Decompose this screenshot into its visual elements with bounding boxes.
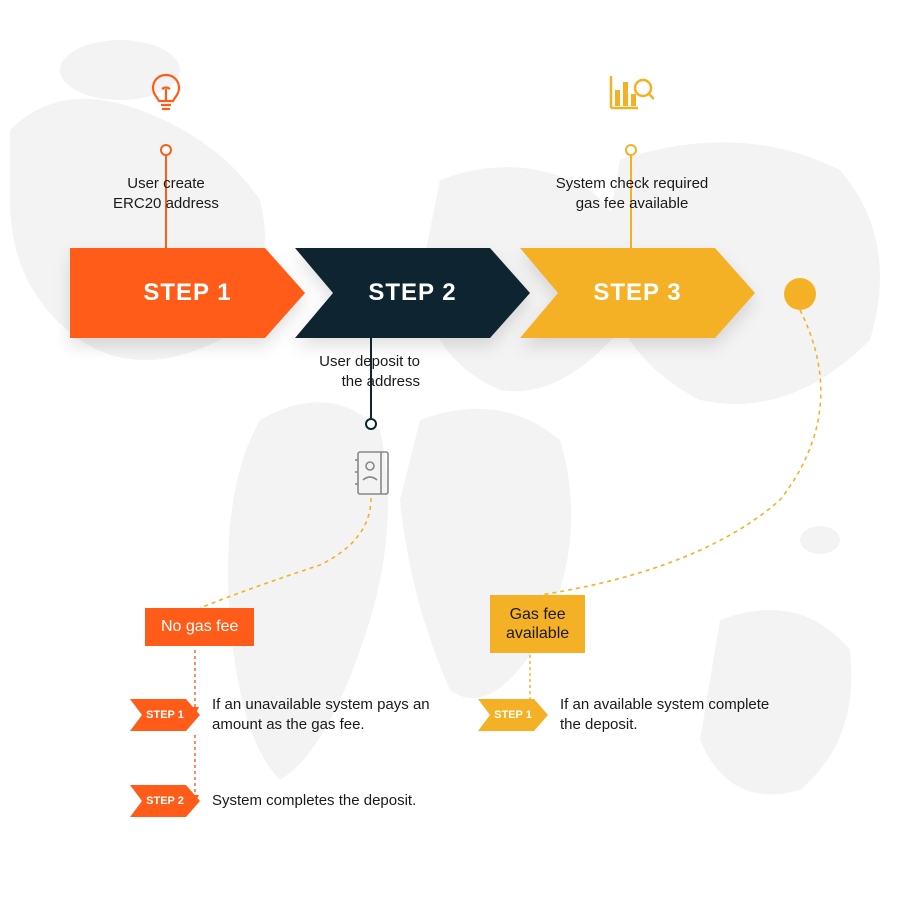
gas-available-step1-text: If an available system complete the depo… bbox=[560, 695, 790, 736]
step1-arrow: STEP 1 bbox=[70, 248, 305, 338]
step2-description: User deposit to the address bbox=[280, 352, 420, 391]
step1-description: User create ERC20 address bbox=[96, 174, 236, 213]
chart-search-icon bbox=[608, 72, 654, 117]
step3-arrow: STEP 3 bbox=[520, 248, 755, 338]
world-map-background bbox=[0, 0, 910, 907]
step3-description: System check required gas fee available bbox=[522, 174, 742, 213]
addressbook-icon bbox=[353, 450, 393, 501]
lightbulb-icon bbox=[148, 72, 184, 121]
branch-curves bbox=[0, 0, 910, 907]
no-gas-step2-text: System completes the deposit. bbox=[212, 791, 416, 811]
branch-origin-circle bbox=[784, 278, 816, 310]
no-gas-step1: STEP 1 If an unavailable system pays an … bbox=[130, 695, 442, 736]
no-gas-step1-text: If an unavailable system pays an amount … bbox=[212, 695, 442, 736]
gas-available-step1: STEP 1 If an available system complete t… bbox=[478, 695, 790, 736]
no-gas-fee-box: No gas fee bbox=[145, 608, 254, 646]
gas-fee-available-box: Gas fee available bbox=[490, 595, 585, 653]
step2-arrow: STEP 2 bbox=[295, 248, 530, 338]
no-gas-step2: STEP 2 System completes the deposit. bbox=[130, 785, 416, 817]
